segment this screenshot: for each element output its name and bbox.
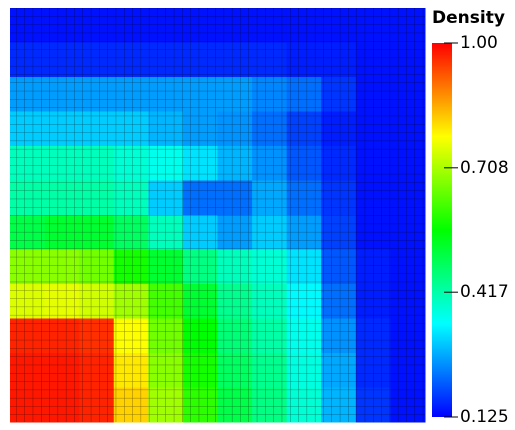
colorbar-tick-label: 1.00: [460, 33, 498, 53]
colorbar-tick-label: 0.708: [460, 158, 509, 178]
colorbar: [432, 43, 452, 417]
mesh: [10, 8, 425, 422]
colorbar-tick-label: 0.417: [460, 282, 509, 302]
colorbar-tick-label: 0.125: [460, 407, 509, 427]
colorbar-title: Density: [432, 8, 505, 28]
